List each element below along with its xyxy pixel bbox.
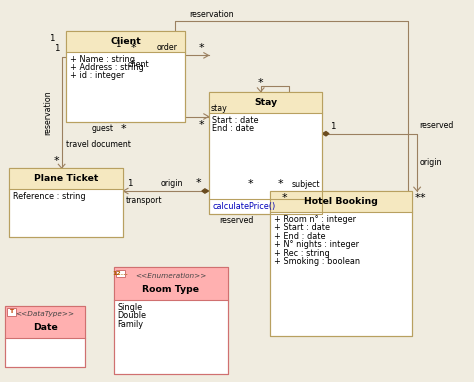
- Text: reserved: reserved: [419, 121, 454, 130]
- Text: + Rec : string: + Rec : string: [274, 249, 330, 258]
- Text: travel document: travel document: [66, 140, 131, 149]
- Text: *: *: [419, 193, 425, 203]
- Text: transport: transport: [125, 196, 162, 205]
- Text: *: *: [195, 178, 201, 188]
- Bar: [116, 270, 125, 277]
- Text: *: *: [54, 156, 59, 166]
- Text: *: *: [258, 78, 264, 88]
- Text: Plane Ticket: Plane Ticket: [34, 174, 99, 183]
- Text: End : date: End : date: [212, 124, 255, 133]
- Text: reserved: reserved: [219, 216, 254, 225]
- Text: Client: Client: [110, 37, 141, 45]
- Bar: [209, 92, 322, 214]
- Text: origin: origin: [419, 158, 442, 167]
- Text: Double: Double: [118, 311, 146, 320]
- Text: + Start : date: + Start : date: [274, 223, 330, 233]
- Bar: [9, 168, 123, 237]
- Text: 1: 1: [49, 34, 55, 44]
- Bar: [66, 31, 185, 122]
- Text: Date: Date: [33, 323, 57, 332]
- Text: *: *: [277, 179, 283, 189]
- Bar: [9, 168, 123, 189]
- Text: *: *: [198, 120, 204, 129]
- Bar: [7, 308, 16, 316]
- Text: Single: Single: [118, 303, 143, 312]
- Bar: [5, 306, 85, 367]
- Text: *: *: [198, 44, 204, 53]
- Text: calculatePrice(): calculatePrice(): [212, 202, 275, 212]
- Text: + Smoking : boolean: + Smoking : boolean: [274, 257, 360, 266]
- Text: order: order: [156, 43, 178, 52]
- Text: *: *: [281, 193, 287, 203]
- Text: <<Enumeration>>: <<Enumeration>>: [135, 273, 206, 279]
- Bar: [209, 92, 322, 113]
- Bar: [270, 191, 412, 336]
- Text: T: T: [9, 309, 13, 314]
- Bar: [270, 191, 412, 212]
- Text: origin: origin: [161, 179, 183, 188]
- Text: 1: 1: [330, 121, 336, 131]
- Polygon shape: [202, 189, 209, 193]
- Text: Reference : string: Reference : string: [13, 192, 86, 201]
- Text: Start : date: Start : date: [212, 116, 259, 125]
- Text: + Address : string: + Address : string: [70, 63, 144, 72]
- Text: + Room n° : integer: + Room n° : integer: [274, 215, 356, 224]
- Polygon shape: [322, 131, 329, 136]
- Bar: [5, 306, 85, 367]
- Text: + End : date: + End : date: [274, 232, 326, 241]
- Text: *: *: [248, 179, 254, 189]
- Bar: [114, 267, 228, 300]
- Text: Stay: Stay: [254, 98, 277, 107]
- Text: reservation: reservation: [43, 91, 52, 135]
- Text: + Name : string: + Name : string: [70, 55, 135, 64]
- Bar: [9, 168, 123, 237]
- Bar: [114, 267, 228, 374]
- Text: stay: stay: [211, 104, 228, 113]
- Bar: [270, 191, 412, 336]
- Bar: [209, 92, 322, 214]
- Bar: [66, 31, 185, 122]
- Text: guest: guest: [92, 124, 114, 133]
- Text: *: *: [121, 124, 127, 134]
- Text: subject: subject: [292, 180, 320, 189]
- Text: *: *: [130, 44, 136, 53]
- Text: client: client: [128, 60, 150, 69]
- Text: Family: Family: [118, 320, 144, 329]
- Bar: [5, 306, 85, 338]
- Text: 1: 1: [115, 40, 121, 49]
- Text: Room Type: Room Type: [142, 285, 199, 294]
- Text: 12...: 12...: [112, 271, 128, 276]
- Bar: [114, 267, 228, 374]
- Text: <<DataType>>: <<DataType>>: [16, 311, 74, 317]
- Text: Hotel Booking: Hotel Booking: [304, 197, 378, 206]
- Text: + id : integer: + id : integer: [70, 71, 125, 81]
- Text: 1: 1: [54, 44, 59, 53]
- Text: *: *: [415, 193, 420, 203]
- Text: reservation: reservation: [190, 10, 234, 19]
- Bar: [66, 31, 185, 52]
- Text: + N° nights : integer: + N° nights : integer: [274, 240, 359, 249]
- Text: 1: 1: [127, 179, 133, 188]
